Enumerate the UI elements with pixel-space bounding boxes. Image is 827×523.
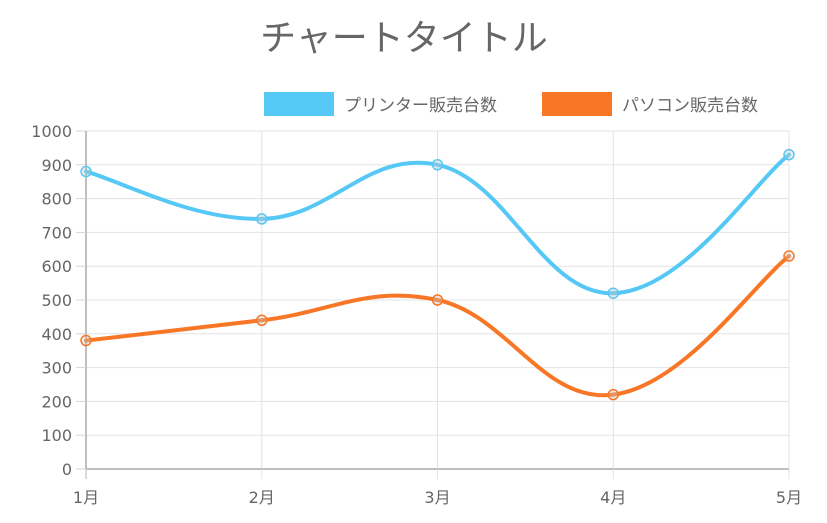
x-tick-label: 2月 (249, 488, 275, 507)
y-tick-label: 900 (41, 156, 72, 175)
y-tick-label: 0 (62, 460, 72, 479)
legend: プリンター販売台数 パソコン販売台数 (264, 92, 758, 116)
x-tick-label: 3月 (424, 488, 450, 507)
legend-label: プリンター販売台数 (344, 96, 497, 116)
x-axis-ticks: 1月 2月 3月 4月 5月 (73, 469, 802, 507)
x-tick-label: 1月 (73, 488, 99, 507)
legend-item-1[interactable]: パソコン販売台数 (542, 92, 758, 116)
data-point[interactable] (607, 287, 619, 299)
y-axis-ticks: 0 100 200 300 400 500 600 700 800 900 1000 (31, 122, 86, 479)
y-tick-label: 1000 (31, 122, 72, 141)
data-point[interactable] (431, 294, 444, 306)
data-point[interactable] (431, 159, 444, 171)
series-line (84, 254, 791, 398)
data-point[interactable] (783, 148, 795, 161)
y-tick-label: 600 (41, 257, 72, 276)
y-tick-label: 700 (41, 223, 72, 242)
legend-swatch (264, 92, 334, 116)
y-tick-label: 300 (41, 359, 72, 378)
y-tick-label: 800 (41, 190, 72, 209)
series-0 (80, 148, 795, 299)
data-point[interactable] (80, 334, 92, 347)
legend-label: パソコン販売台数 (622, 96, 758, 116)
chart-title: チャートタイトル (260, 18, 548, 59)
y-tick-label: 100 (41, 426, 72, 445)
data-point[interactable] (256, 213, 268, 225)
x-tick-label: 4月 (600, 488, 626, 507)
data-point[interactable] (607, 388, 619, 401)
series-line (84, 152, 791, 296)
y-tick-label: 200 (41, 392, 72, 411)
y-tick-label: 400 (41, 325, 72, 344)
x-tick-label: 5月 (776, 488, 802, 507)
data-point[interactable] (783, 250, 795, 262)
y-tick-label: 500 (41, 291, 72, 310)
legend-item-0[interactable]: プリンター販売台数 (264, 92, 497, 116)
legend-swatch (542, 92, 612, 116)
series-lines (80, 148, 795, 401)
data-point[interactable] (80, 165, 92, 178)
data-point[interactable] (256, 314, 268, 327)
series-1 (80, 250, 795, 401)
